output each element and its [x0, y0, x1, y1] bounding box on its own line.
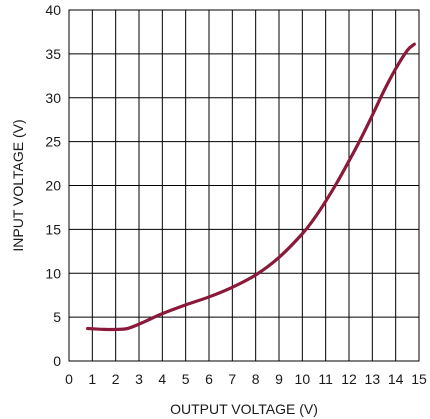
x-tick-label: 7 [228, 371, 236, 387]
x-tick-label: 9 [275, 371, 283, 387]
y-tick-label: 5 [53, 309, 61, 325]
y-tick-label: 25 [45, 134, 61, 150]
x-tick-label: 8 [252, 371, 260, 387]
x-tick-labels: 0 1 2 3 4 5 6 7 8 9 10 11 12 13 14 15 [65, 371, 427, 387]
x-tick-label: 5 [182, 371, 190, 387]
series-line [86, 42, 416, 332]
x-tick-label: 10 [295, 371, 311, 387]
plot-frame [68, 9, 420, 362]
x-tick-label: 14 [388, 371, 404, 387]
x-axis-label: OUTPUT VOLTAGE (V) [170, 401, 318, 417]
y-tick-labels: 0 5 10 15 20 25 30 35 40 [45, 2, 61, 369]
grid [68, 9, 420, 362]
x-tick-label: 0 [65, 371, 73, 387]
series-layer [86, 42, 416, 332]
x-tick-label: 3 [135, 371, 143, 387]
y-tick-label: 35 [45, 46, 61, 62]
y-tick-label: 10 [45, 265, 61, 281]
x-tick-label: 13 [365, 371, 381, 387]
x-tick-label: 2 [112, 371, 120, 387]
x-tick-label: 11 [318, 371, 333, 387]
y-tick-label: 0 [53, 353, 61, 369]
x-tick-label: 12 [341, 371, 357, 387]
x-tick-label: 4 [158, 371, 166, 387]
y-tick-label: 30 [45, 90, 61, 106]
x-tick-label: 1 [88, 371, 96, 387]
x-tick-label: 6 [205, 371, 213, 387]
y-axis-label: INPUT VOLTAGE (V) [10, 119, 26, 251]
x-tick-label: 15 [411, 371, 427, 387]
y-tick-label: 40 [45, 2, 61, 18]
y-tick-label: 20 [45, 178, 61, 194]
y-tick-label: 15 [45, 221, 61, 237]
